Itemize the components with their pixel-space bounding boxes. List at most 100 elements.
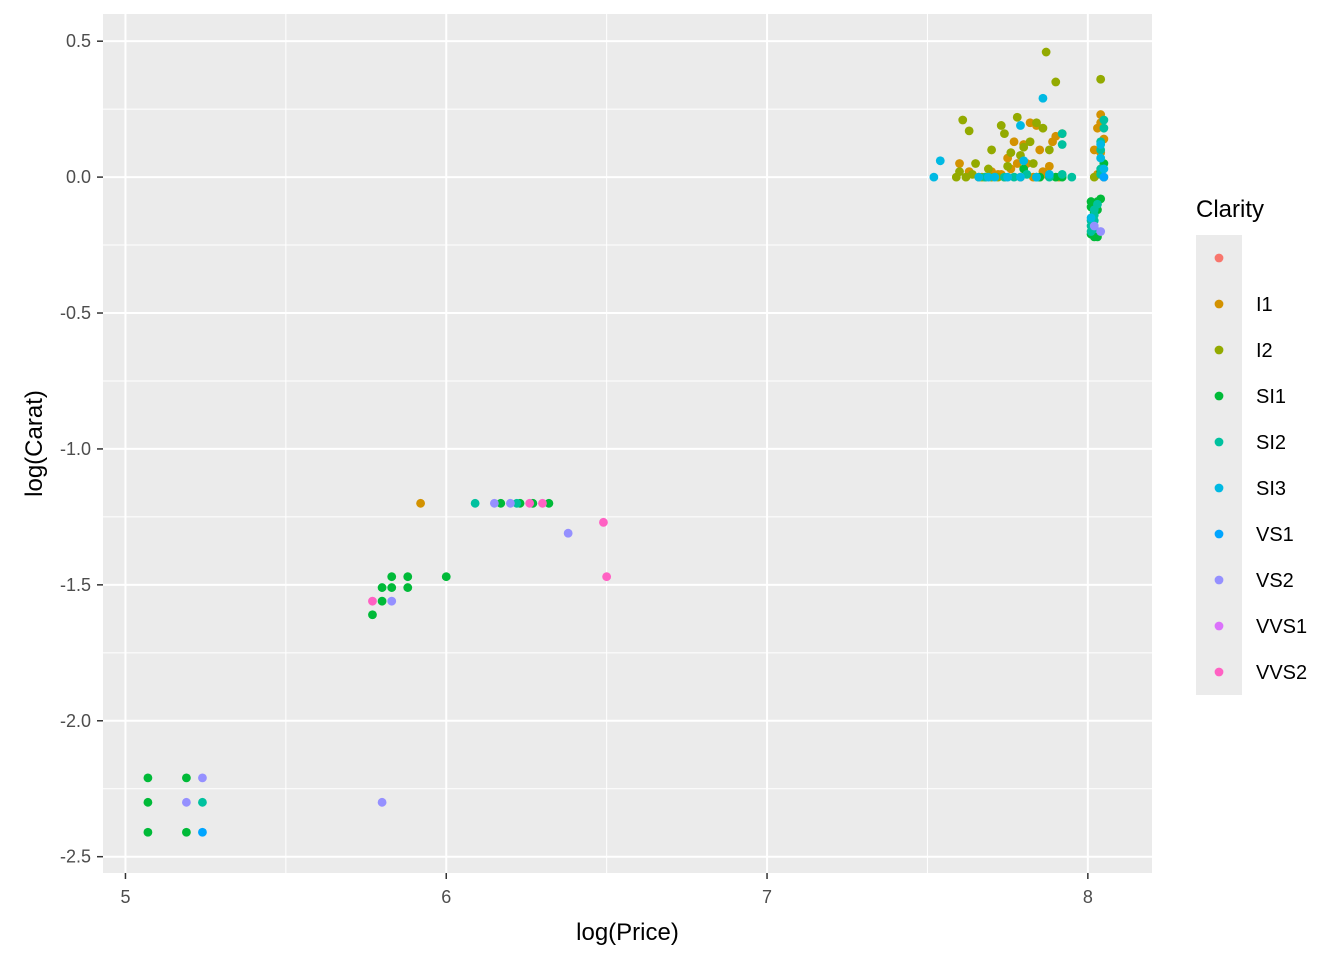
legend-key-I1 bbox=[1214, 299, 1224, 309]
data-point bbox=[377, 596, 387, 606]
data-point bbox=[958, 115, 968, 125]
data-point bbox=[983, 164, 993, 174]
data-point bbox=[496, 498, 506, 508]
legend-key-SI1 bbox=[1214, 391, 1224, 401]
data-point bbox=[387, 572, 397, 582]
data-point bbox=[512, 498, 522, 508]
legend: Clarity I1 I2 SI1 SI2 SI3 VS1 VS2 VVS1 VVS2 bbox=[1196, 196, 1307, 695]
data-point bbox=[1016, 172, 1025, 182]
data-point bbox=[544, 498, 554, 508]
data-point bbox=[1006, 148, 1016, 158]
data-point bbox=[198, 827, 207, 837]
y-tick-label: 0.0 bbox=[66, 167, 91, 187]
data-point bbox=[182, 797, 191, 807]
legend-key-VVS1 bbox=[1214, 621, 1224, 631]
data-point bbox=[387, 583, 397, 592]
x-tick-label: 7 bbox=[762, 887, 772, 907]
data-point bbox=[1099, 164, 1109, 174]
data-point bbox=[182, 773, 191, 783]
data-point bbox=[506, 498, 515, 508]
data-point bbox=[990, 172, 1000, 182]
data-point bbox=[961, 172, 971, 182]
data-point bbox=[964, 126, 974, 136]
data-point bbox=[182, 827, 191, 837]
data-point bbox=[1003, 161, 1013, 171]
data-point bbox=[563, 528, 573, 538]
plot-panel bbox=[103, 14, 1152, 873]
data-point bbox=[1089, 221, 1099, 231]
data-point bbox=[955, 167, 964, 177]
data-point bbox=[525, 498, 535, 508]
data-point bbox=[1057, 140, 1067, 149]
data-point bbox=[1032, 172, 1041, 182]
data-point bbox=[470, 498, 480, 508]
data-point bbox=[198, 773, 207, 783]
data-point bbox=[971, 159, 980, 168]
major-gridlines bbox=[103, 14, 1152, 873]
x-tick-label: 5 bbox=[120, 887, 130, 907]
legend-label: I1 bbox=[1256, 294, 1273, 316]
data-point bbox=[1035, 145, 1045, 155]
data-point bbox=[602, 572, 612, 582]
data-point bbox=[1032, 118, 1041, 128]
data-point bbox=[377, 583, 387, 592]
data-point bbox=[143, 797, 153, 807]
data-point bbox=[935, 156, 945, 166]
x-axis-ticks: 5 6 7 8 bbox=[120, 873, 1093, 907]
legend-key-background bbox=[1196, 235, 1242, 695]
data-point bbox=[1003, 172, 1013, 182]
data-point bbox=[1025, 137, 1035, 147]
data-point bbox=[996, 121, 1006, 130]
legend-key-blank bbox=[1214, 253, 1224, 263]
data-point bbox=[489, 498, 499, 508]
data-point bbox=[441, 572, 451, 582]
data-point bbox=[1057, 129, 1067, 139]
y-tick-label: -2.5 bbox=[60, 847, 91, 867]
data-point bbox=[377, 797, 387, 807]
data-point bbox=[416, 498, 425, 508]
data-point bbox=[1019, 142, 1029, 152]
data-point bbox=[538, 498, 547, 508]
data-point bbox=[1089, 205, 1099, 215]
y-tick-label: -1.5 bbox=[60, 575, 91, 595]
x-axis-title: log(Price) bbox=[576, 919, 679, 946]
data-point bbox=[368, 610, 377, 620]
data-point bbox=[1067, 172, 1077, 182]
data-point bbox=[143, 827, 153, 837]
data-point bbox=[1012, 112, 1022, 122]
data-point bbox=[929, 172, 939, 182]
data-point bbox=[1099, 115, 1109, 125]
data-point bbox=[1044, 145, 1054, 155]
y-axis-ticks: 0.5 0.0 -0.5 -1.0 -1.5 -2.0 -2.5 bbox=[60, 31, 103, 867]
data-point bbox=[1044, 169, 1054, 179]
data-point bbox=[599, 517, 608, 527]
data-point bbox=[1009, 137, 1019, 147]
x-tick-label: 8 bbox=[1083, 887, 1093, 907]
data-point bbox=[1051, 77, 1061, 87]
data-point bbox=[1048, 137, 1057, 147]
legend-label: I2 bbox=[1256, 340, 1273, 362]
data-point bbox=[1009, 172, 1019, 182]
data-point bbox=[387, 596, 397, 606]
legend-label: SI1 bbox=[1256, 386, 1286, 408]
data-point bbox=[1038, 93, 1048, 103]
data-point bbox=[1041, 47, 1051, 57]
legend-label: VS1 bbox=[1256, 524, 1294, 546]
data-points bbox=[143, 47, 1109, 837]
data-point bbox=[1096, 227, 1106, 236]
legend-label: VVS2 bbox=[1256, 662, 1307, 684]
legend-key-VVS2 bbox=[1214, 667, 1224, 677]
x-tick-label: 6 bbox=[441, 887, 451, 907]
y-tick-label: -2.0 bbox=[60, 711, 91, 731]
legend-key-VS2 bbox=[1214, 575, 1224, 585]
legend-items: I1 I2 SI1 SI2 SI3 VS1 VS2 VVS1 VVS2 bbox=[1214, 253, 1307, 684]
data-point bbox=[1096, 153, 1106, 163]
data-point bbox=[955, 159, 964, 168]
data-point bbox=[1016, 121, 1025, 130]
data-point bbox=[1044, 161, 1054, 171]
data-point bbox=[1019, 156, 1029, 166]
data-point bbox=[403, 572, 413, 582]
data-point bbox=[1086, 213, 1096, 223]
data-point bbox=[974, 172, 984, 182]
